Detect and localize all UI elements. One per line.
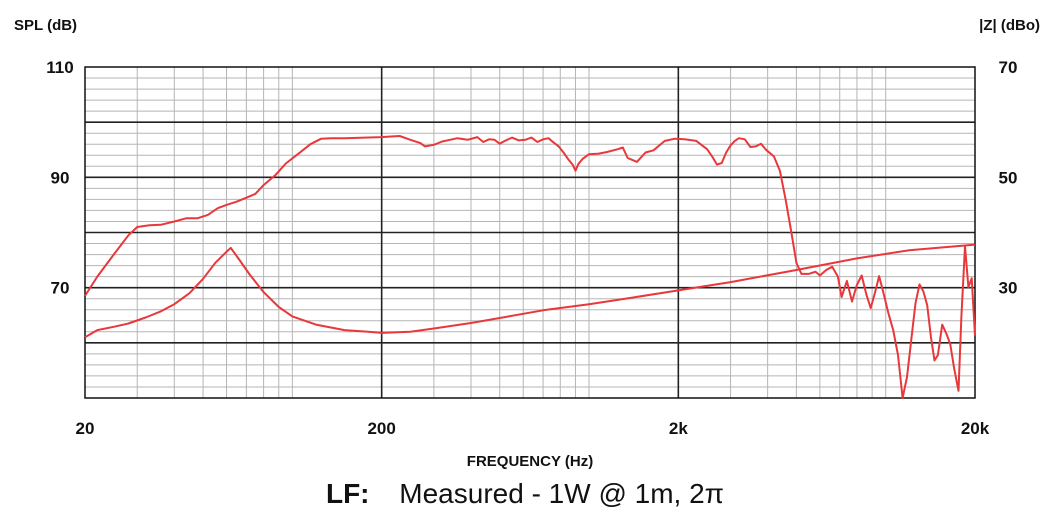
x-tick-label: 20 [76, 419, 95, 438]
x-axis-label: FREQUENCY (Hz) [467, 453, 593, 470]
y-tick-label-left: 90 [51, 168, 70, 187]
x-ticks: 20 200 2k 20k [76, 419, 990, 438]
x-tick-label: 20k [961, 419, 990, 438]
y-ticks-left: 110 90 70 [46, 58, 73, 298]
y-tick-label-right: 30 [999, 279, 1018, 298]
series-layer [84, 135, 976, 399]
y-tick-label-right: 70 [999, 58, 1018, 77]
major-grid [85, 67, 975, 398]
y-tick-label-left: 110 [46, 58, 73, 77]
chart-caption: LF: Measured - 1W @ 1m, 2π [0, 478, 1050, 510]
caption-label: LF: [325, 478, 370, 509]
y-ticks-right: 70 50 30 [999, 58, 1018, 298]
x-tick-label: 2k [669, 419, 688, 438]
x-tick-label: 200 [367, 419, 395, 438]
y-tick-label-left: 70 [51, 279, 70, 298]
spl-series-line [84, 135, 976, 399]
plot-frame [84, 66, 976, 399]
y-axis-label-right: |Z| (dBo) [979, 17, 1040, 34]
y-axis-label-left: SPL (dB) [14, 17, 77, 34]
caption-text: Measured - 1W @ 1m, 2π [399, 478, 725, 509]
impedance-series-line [84, 243, 976, 339]
y-tick-label-right: 50 [999, 168, 1018, 187]
